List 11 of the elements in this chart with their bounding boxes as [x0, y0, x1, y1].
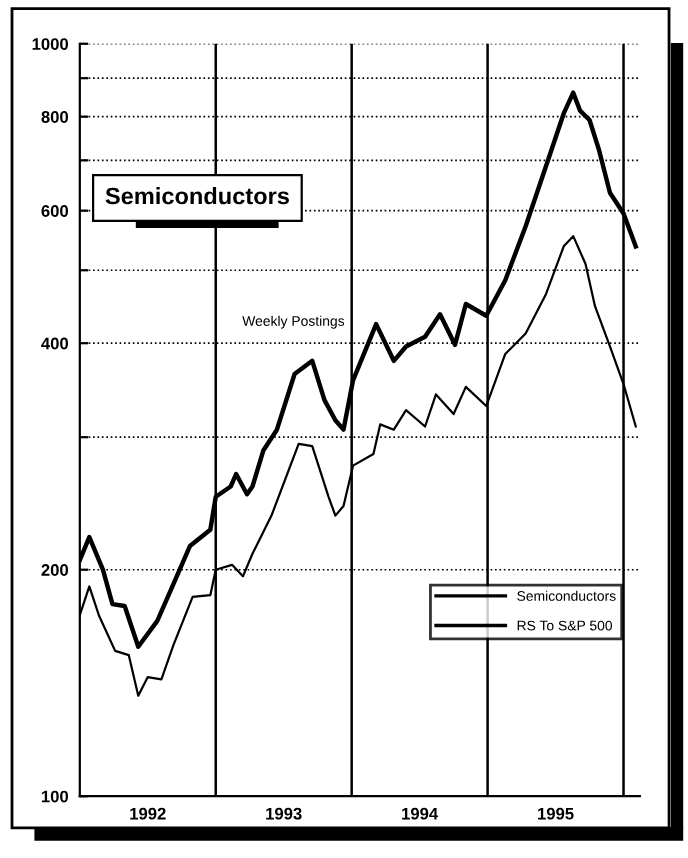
text: Semiconductors — [105, 187, 289, 205]
x-tick-label: 1994 — [402, 807, 439, 820]
x-tick-label: 1993 — [266, 807, 302, 820]
y-tick-label: 1000 — [32, 38, 69, 50]
x-tick-label: 1995 — [538, 807, 574, 820]
y-tick-label: 200 — [41, 564, 69, 576]
y-tick-label: 400 — [41, 337, 69, 350]
y-tick-label: 800 — [41, 111, 69, 123]
y-tick-label: 100 — [41, 790, 69, 803]
x-tick-label: 1992 — [130, 807, 166, 820]
y-tick-label: 600 — [41, 205, 69, 217]
